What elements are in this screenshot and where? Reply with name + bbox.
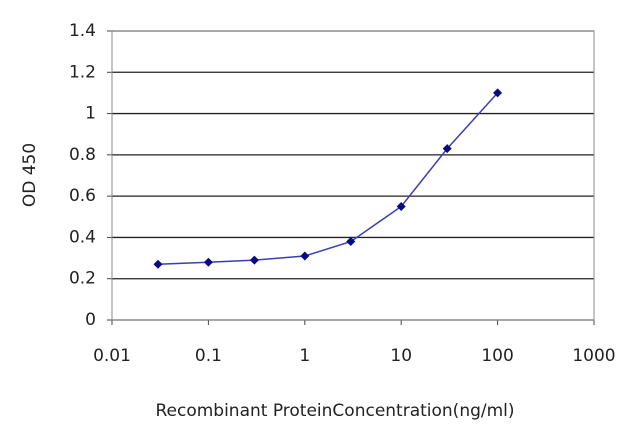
y-tick-label: 0 [85, 310, 96, 330]
y-tick-label: 0.8 [69, 145, 96, 165]
data-line [157, 92, 499, 266]
data-marker [442, 144, 452, 154]
y-tick-label: 0.4 [69, 227, 96, 247]
data-marker [249, 255, 259, 265]
x-axis-label: Recombinant ProteinConcentration(ng/ml) [155, 401, 514, 421]
plot-frame [111, 30, 595, 321]
y-axis-label: OD 450 [20, 143, 40, 207]
data-marker [300, 251, 310, 261]
y-tick-label: 1.4 [69, 21, 96, 41]
x-tick-label: 1000 [572, 346, 615, 366]
x-tick-label: 1 [299, 346, 310, 366]
x-tick-label: 100 [481, 346, 513, 366]
x-tick-label: 0.1 [195, 346, 222, 366]
y-tick-label: 1.2 [69, 62, 96, 82]
y-tick-label: 0.2 [69, 269, 96, 289]
y-tick-label: 0.6 [69, 186, 96, 206]
y-tick-label: 1 [85, 104, 96, 124]
x-tick-label: 0.01 [93, 346, 131, 366]
data-marker [493, 88, 503, 98]
x-tick-label: 10 [390, 346, 412, 366]
data-marker [396, 201, 406, 211]
data-marker [346, 237, 356, 247]
data-marker [203, 257, 213, 267]
data-marker [153, 259, 163, 269]
